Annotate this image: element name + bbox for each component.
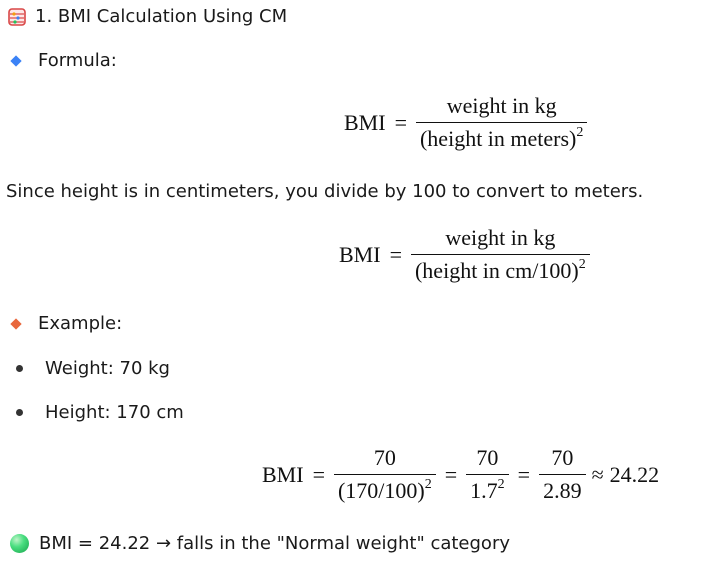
formula-1-numerator: weight in kg (446, 93, 557, 118)
example-label: Example: (38, 313, 123, 334)
formula-2-numerator: weight in kg (445, 225, 556, 250)
formula-section: Formula: (10, 50, 117, 71)
blue-diamond-icon (10, 54, 22, 67)
formula-1-fraction: weight in kg (height in meters)2 (415, 93, 588, 152)
equals-sign: = (394, 109, 407, 135)
heading: 1. BMI Calculation Using CM (8, 6, 287, 27)
exponent: 2 (576, 124, 584, 140)
exponent: 2 (578, 256, 586, 272)
green-circle-icon (10, 534, 29, 553)
bullet-icon (16, 409, 23, 416)
formula-1-lhs: BMI (344, 109, 386, 135)
formula-2: BMI = weight in kg (height in cm/100)2 (339, 225, 590, 284)
heading-text: 1. BMI Calculation Using CM (35, 6, 288, 27)
exponent: 2 (497, 476, 505, 492)
approx-sign: ≈ (591, 461, 604, 487)
equals-sign: = (517, 461, 531, 487)
formula-2-denominator: (height in cm/100)2 (410, 254, 590, 284)
exponent: 2 (424, 476, 432, 492)
conclusion: BMI = 24.22 → falls in the "Normal weigh… (10, 533, 510, 554)
equals-sign: = (444, 461, 458, 487)
equals-sign: = (389, 241, 402, 267)
list-item: Weight: 70 kg (16, 358, 170, 379)
example-section: Example: (10, 313, 123, 334)
orange-diamond-icon (10, 317, 22, 330)
formula-3-result: 24.22 (609, 461, 660, 487)
formula-3-fraction-2: 70 1.72 (466, 445, 509, 504)
formula-3-lhs: BMI (262, 461, 304, 487)
list-item: Height: 170 cm (16, 402, 184, 423)
bullet-text: Weight: 70 kg (45, 358, 170, 379)
explanation-text: Since height is in centimeters, you divi… (6, 181, 644, 202)
formula-3-fraction-1: 70 (170/100)2 (333, 445, 436, 504)
formula-3-fraction-3: 70 2.89 (539, 445, 586, 504)
formula-1-denominator: (height in meters)2 (415, 122, 588, 152)
conclusion-text: BMI = 24.22 → falls in the "Normal weigh… (39, 533, 510, 554)
formula-1: BMI = weight in kg (height in meters)2 (344, 93, 588, 152)
formula-3: BMI = 70 (170/100)2 = 70 1.72 = 70 2.89 … (262, 445, 659, 504)
bullet-text: Height: 170 cm (45, 402, 184, 423)
formula-2-fraction: weight in kg (height in cm/100)2 (410, 225, 590, 284)
equals-sign: = (312, 461, 325, 487)
formula-label: Formula: (38, 50, 117, 71)
formula-2-lhs: BMI (339, 241, 381, 267)
abacus-icon (8, 7, 26, 26)
bullet-icon (16, 365, 23, 372)
